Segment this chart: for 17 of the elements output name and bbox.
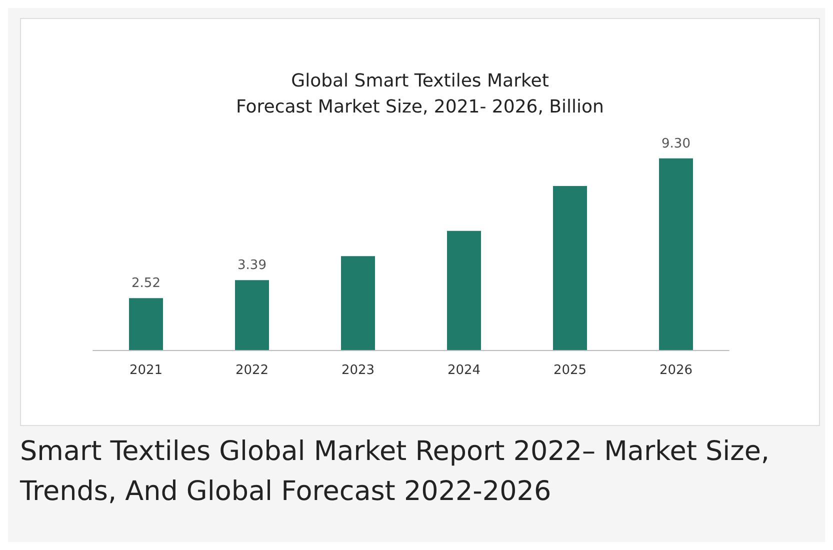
bar <box>341 256 375 350</box>
chart-title: Global Smart Textiles Market Forecast Market Size, 2021- 2026, Billion <box>236 70 604 118</box>
bar <box>235 280 269 350</box>
bar <box>129 298 163 350</box>
text: Smart Textiles Global Market Report 2022– Market Size, Trends, And Global Forecast 2022-2026 <box>20 435 771 509</box>
data-label: 3.39 <box>238 258 266 274</box>
data-label: 9.30 <box>662 136 690 152</box>
data-label: 2.52 <box>132 276 160 292</box>
x-tick-label: 2024 <box>447 363 481 378</box>
x-tick-label: 2022 <box>235 363 269 378</box>
x-tick-label: 2025 <box>553 363 587 378</box>
bar <box>553 186 587 350</box>
x-tick-label: 2021 <box>129 363 163 378</box>
bar <box>659 158 693 350</box>
x-tick-label: 2023 <box>341 363 375 378</box>
x-tick-label: 2026 <box>659 363 693 378</box>
bar <box>447 230 481 350</box>
